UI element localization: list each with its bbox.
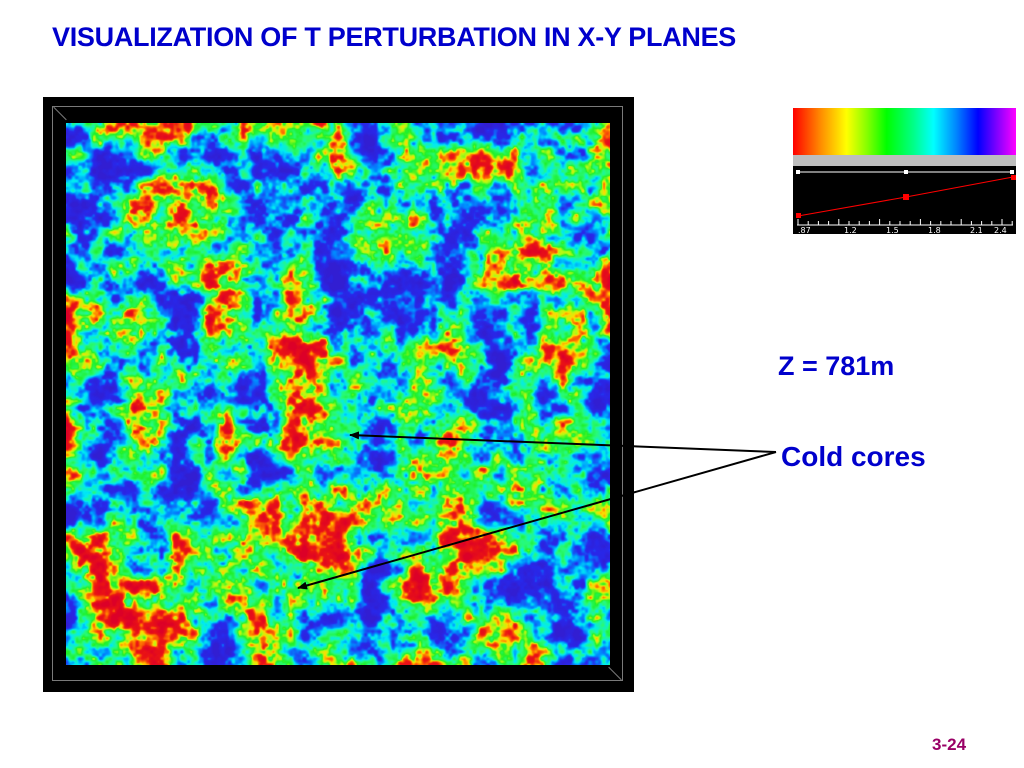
colormap-tick-labels: .87 1.2 1.5 1.8 2.1 2.4: [798, 226, 1007, 234]
colormap-tick-label: .87: [798, 226, 811, 234]
colormap-ticks: [797, 219, 1013, 225]
colormap-separator: [793, 155, 1016, 166]
colormap-tick-label: 2.1: [970, 226, 983, 234]
colormap-gradient: [793, 108, 1016, 155]
colormap-handle-right[interactable]: [1010, 170, 1014, 174]
height-label: Z = 781m: [778, 351, 895, 381]
colormap-curve-point-left[interactable]: [796, 213, 801, 218]
colormap-legend: .87 1.2 1.5 1.8 2.1 2.4: [793, 108, 1016, 234]
cold-cores-label: Cold cores: [781, 441, 926, 472]
colormap-tick-label: 2.4: [994, 226, 1007, 234]
colormap-handle-mid[interactable]: [904, 170, 908, 174]
colormap-tick-label: 1.8: [928, 226, 941, 234]
visualization-panel: [43, 97, 634, 692]
slide-number: 3-24: [932, 735, 967, 754]
slide-title: VISUALIZATION OF T PERTURBATION IN X-Y P…: [52, 22, 737, 52]
colormap-handle-left[interactable]: [796, 170, 800, 174]
visualization-border: [52, 106, 623, 681]
colormap-tick-label: 1.5: [886, 226, 899, 234]
colormap-transfer-curve: .87 1.2 1.5 1.8 2.1 2.4: [796, 170, 1016, 234]
colormap-tick-label: 1.2: [844, 226, 857, 234]
colormap-curve-point-mid[interactable]: [903, 194, 909, 200]
temperature-perturbation-field: [66, 123, 610, 665]
colormap-curve-point-right[interactable]: [1011, 175, 1016, 180]
